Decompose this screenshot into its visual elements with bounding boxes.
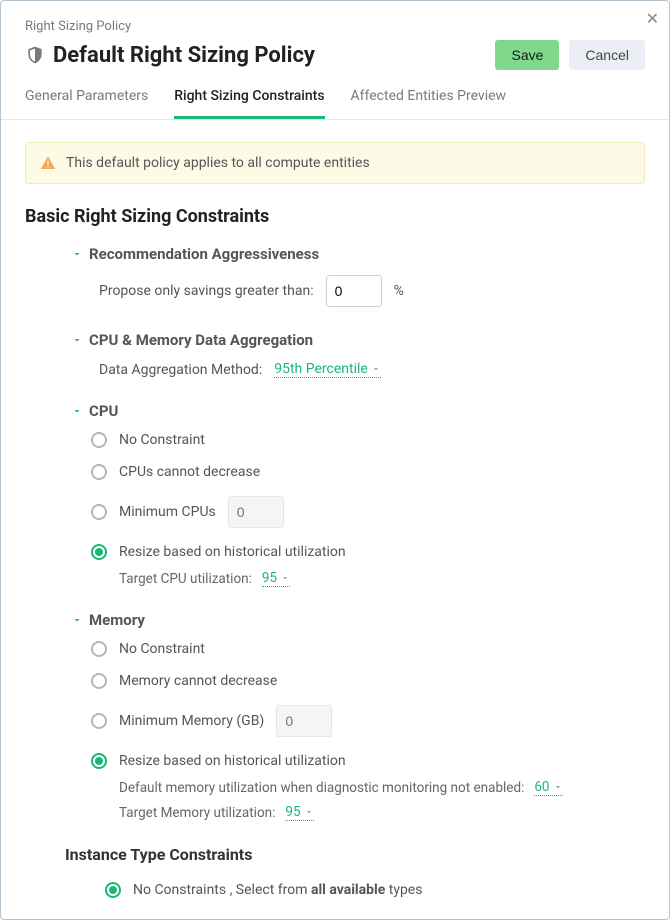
chevron-down-icon <box>71 405 83 417</box>
chevron-down-icon <box>371 364 381 374</box>
memory-opt-nodec[interactable]: Memory cannot decrease <box>91 673 645 689</box>
title-row: Default Right Sizing Policy Save Cancel <box>25 40 645 70</box>
group-cpu: CPU No Constraint CPUs cannot decrease M… <box>71 402 645 587</box>
memory-target-label: Target Memory utilization: <box>119 805 275 821</box>
aggressiveness-field: Propose only savings greater than: % <box>99 275 645 307</box>
radio-icon <box>91 713 107 729</box>
instance-opt-none[interactable]: No Constraints , Select from all availab… <box>105 882 645 898</box>
radio-icon <box>91 544 107 560</box>
tab-constraints[interactable]: Right Sizing Constraints <box>174 88 324 119</box>
cancel-button[interactable]: Cancel <box>569 40 645 70</box>
save-button[interactable]: Save <box>495 40 559 70</box>
tab-affected[interactable]: Affected Entities Preview <box>351 88 507 119</box>
radio-icon <box>91 753 107 769</box>
aggressiveness-suffix: % <box>394 283 404 299</box>
memory-target-row: Target Memory utilization: 95 <box>119 804 645 821</box>
aggressiveness-label: Propose only savings greater than: <box>99 283 314 299</box>
memory-default-dropdown[interactable]: 60 <box>534 779 562 796</box>
policy-dialog: ✕ Right Sizing Policy Default Right Sizi… <box>0 0 670 920</box>
radio-icon <box>91 464 107 480</box>
cpu-opt-resize[interactable]: Resize based on historical utilization <box>91 544 645 560</box>
notice-text: This default policy applies to all compu… <box>66 155 370 171</box>
memory-min-input <box>276 705 332 737</box>
memory-opt-none[interactable]: No Constraint <box>91 641 645 657</box>
aggregation-label: Data Aggregation Method: <box>99 362 262 378</box>
cpu-opt-nodec[interactable]: CPUs cannot decrease <box>91 464 645 480</box>
dialog-title: Default Right Sizing Policy <box>53 43 315 68</box>
dialog-header: Right Sizing Policy Default Right Sizing… <box>1 1 669 70</box>
radio-icon <box>91 673 107 689</box>
cpu-min-input <box>228 496 284 528</box>
radio-icon <box>105 882 121 898</box>
group-instance: No Constraints , Select from all availab… <box>85 882 645 900</box>
group-aggregation-title[interactable]: CPU & Memory Data Aggregation <box>71 331 645 349</box>
cpu-target-label: Target CPU utilization: <box>119 571 252 587</box>
aggressiveness-input[interactable] <box>326 275 382 307</box>
breadcrumb: Right Sizing Policy <box>25 19 645 34</box>
memory-opt-min[interactable]: Minimum Memory (GB) <box>91 705 645 737</box>
memory-default-label: Default memory utilization when diagnost… <box>119 780 524 796</box>
group-aggressiveness-title[interactable]: Recommendation Aggressiveness <box>71 245 645 263</box>
chevron-down-icon <box>553 782 563 792</box>
tabs: General Parameters Right Sizing Constrai… <box>1 70 669 120</box>
cpu-target-dropdown[interactable]: 95 <box>262 570 290 587</box>
radio-icon <box>91 432 107 448</box>
group-memory: Memory No Constraint Memory cannot decre… <box>71 611 645 821</box>
cpu-target-row: Target CPU utilization: 95 <box>119 570 645 587</box>
default-policy-notice: This default policy applies to all compu… <box>25 142 645 184</box>
close-icon[interactable]: ✕ <box>646 9 659 28</box>
group-cpu-title[interactable]: CPU <box>71 402 645 420</box>
cpu-opt-none[interactable]: No Constraint <box>91 432 645 448</box>
tab-general[interactable]: General Parameters <box>25 88 148 119</box>
chevron-down-icon <box>71 614 83 626</box>
chevron-down-icon <box>71 334 83 346</box>
group-aggressiveness: Recommendation Aggressiveness Propose on… <box>71 245 645 307</box>
group-aggregation: CPU & Memory Data Aggregation Data Aggre… <box>71 331 645 378</box>
section-basic-title: Basic Right Sizing Constraints <box>25 206 645 227</box>
chevron-down-icon <box>304 807 314 817</box>
chevron-down-icon <box>280 573 290 583</box>
radio-icon <box>91 504 107 520</box>
title-left: Default Right Sizing Policy <box>25 43 315 68</box>
warning-icon <box>40 155 56 171</box>
instance-type-title: Instance Type Constraints <box>65 845 645 864</box>
radio-icon <box>91 641 107 657</box>
memory-target-dropdown[interactable]: 95 <box>285 804 313 821</box>
chevron-down-icon <box>71 248 83 260</box>
group-memory-title[interactable]: Memory <box>71 611 645 629</box>
dialog-buttons: Save Cancel <box>495 40 645 70</box>
aggregation-field: Data Aggregation Method: 95th Percentile <box>99 361 645 378</box>
dialog-content: This default policy applies to all compu… <box>1 120 669 900</box>
memory-default-row: Default memory utilization when diagnost… <box>119 779 645 796</box>
cpu-opt-min[interactable]: Minimum CPUs <box>91 496 645 528</box>
aggregation-dropdown[interactable]: 95th Percentile <box>274 361 381 378</box>
memory-opt-resize[interactable]: Resize based on historical utilization <box>91 753 645 769</box>
shield-icon <box>25 45 45 65</box>
